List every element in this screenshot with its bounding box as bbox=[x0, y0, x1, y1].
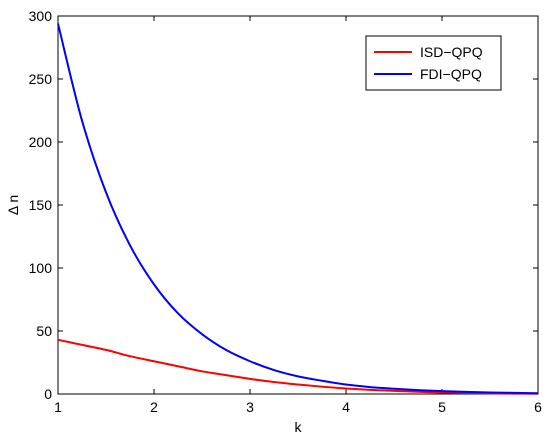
y-tick-label: 100 bbox=[29, 260, 53, 276]
y-axis-label: Δ n bbox=[5, 195, 21, 215]
x-tick-label: 1 bbox=[54, 399, 62, 415]
x-tick-label: 6 bbox=[534, 399, 542, 415]
legend: ISD−QPQ FDI−QPQ bbox=[365, 35, 502, 91]
series-line-isd-qpq bbox=[57, 338, 539, 395]
series-line-fdi-qpq bbox=[57, 23, 539, 395]
y-tick-label: 50 bbox=[36, 323, 52, 339]
series-lines bbox=[57, 23, 539, 395]
y-tick-label: 0 bbox=[44, 386, 52, 402]
y-tick-label: 300 bbox=[29, 8, 53, 24]
x-tick-label: 2 bbox=[150, 399, 158, 415]
tick-labels: 1 2 3 4 5 6 0 50 100 150 200 250 300 bbox=[29, 8, 542, 415]
legend-label-fdi-qpq: FDI−QPQ bbox=[420, 66, 482, 82]
x-tick-label: 4 bbox=[342, 399, 350, 415]
x-tick-label: 5 bbox=[438, 399, 446, 415]
tick-marks bbox=[57, 15, 539, 395]
y-tick-label: 200 bbox=[29, 134, 53, 150]
y-tick-label: 250 bbox=[29, 71, 53, 87]
legend-box bbox=[365, 35, 502, 91]
y-tick-label: 150 bbox=[29, 197, 53, 213]
x-tick-label: 3 bbox=[246, 399, 254, 415]
x-axis-label: k bbox=[295, 419, 303, 435]
legend-label-isd-qpq: ISD−QPQ bbox=[420, 44, 483, 60]
